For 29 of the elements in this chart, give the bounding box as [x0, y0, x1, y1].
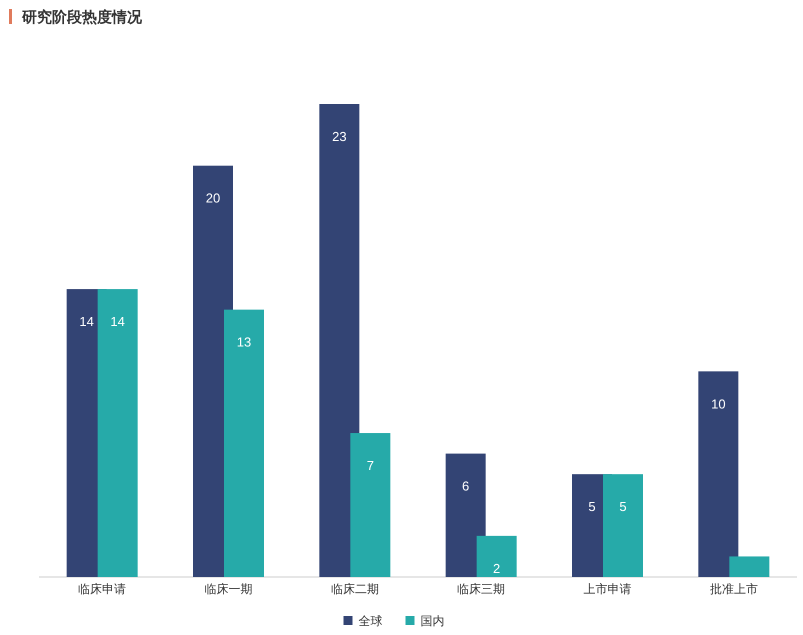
data-label: 5: [588, 499, 596, 514]
bar: [350, 433, 390, 577]
bar: [224, 310, 264, 577]
bar: [698, 371, 738, 577]
x-tick-label: 临床申请: [78, 582, 126, 596]
bar: [446, 454, 486, 577]
bar: [98, 289, 138, 577]
chart-title: 研究阶段热度情况: [21, 8, 143, 26]
bar: [319, 104, 360, 577]
x-tick-label: 临床二期: [330, 582, 379, 596]
data-label: 7: [366, 458, 374, 474]
x-tick-label: 上市申请: [584, 582, 632, 596]
bar: [476, 536, 517, 577]
x-tick-label: 临床三期: [457, 582, 506, 596]
data-label: 23: [332, 129, 347, 144]
data-label: 5: [619, 499, 627, 514]
data-label: 14: [79, 314, 94, 330]
data-label: 14: [110, 314, 125, 330]
data-label: 13: [236, 334, 252, 350]
data-label: 20: [206, 190, 220, 206]
x-tick-label: 批准上市: [710, 582, 758, 596]
data-label: 10: [711, 396, 726, 412]
data-label: 2: [493, 560, 500, 576]
x-tick-label: 临床一期: [204, 582, 252, 596]
legend-label: 国内: [420, 614, 444, 628]
data-label: 6: [462, 478, 470, 494]
bar: [603, 474, 643, 577]
legend-label: 全球: [358, 614, 382, 628]
bar: [729, 556, 770, 577]
